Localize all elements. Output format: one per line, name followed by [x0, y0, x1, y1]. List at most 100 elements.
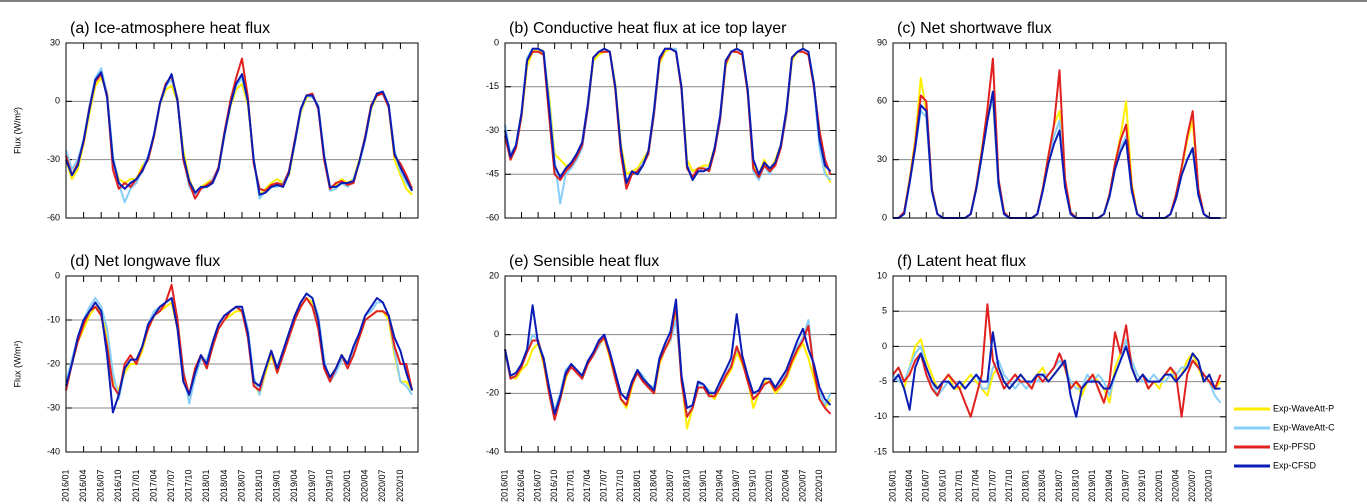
- plot-frame: [892, 42, 1227, 219]
- x-tick-label: 2020/01: [342, 469, 352, 502]
- y-tick-label: 0: [882, 341, 887, 351]
- x-tick-label: 2017/07: [599, 469, 609, 502]
- chart-title: (e) Sensible heat flux: [509, 253, 659, 270]
- x-tick-label: 2020/01: [1154, 469, 1164, 502]
- y-tick-label: -20: [486, 388, 499, 398]
- series-line: [504, 47, 832, 205]
- x-tick-label: 2017/04: [582, 469, 592, 502]
- x-tick-label: 2018/04: [219, 469, 229, 502]
- x-tick-label: 2018/07: [665, 469, 675, 502]
- y-tick-label: -20: [47, 358, 60, 368]
- y-tick-label: -10: [47, 314, 60, 324]
- y-axis-label: Flux (W/m²): [12, 107, 22, 154]
- x-tick-label: 2019/07: [307, 469, 317, 502]
- x-tick-label: 2017/01: [566, 469, 576, 502]
- plot-frame: [892, 275, 1227, 453]
- x-tick-label: 2019/10: [748, 469, 758, 502]
- x-tick-label: 2020/10: [1204, 469, 1214, 502]
- y-tick-label: -30: [47, 154, 60, 164]
- plot-frame: [504, 42, 837, 219]
- y-tick-label: 0: [882, 212, 887, 222]
- y-tick-label: 30: [50, 37, 60, 47]
- x-tick-label: 2020/07: [377, 469, 387, 502]
- x-tick-label: 2016/04: [516, 469, 526, 502]
- chart-title: (c) Net shortwave flux: [897, 20, 1052, 37]
- series-line: [504, 304, 832, 421]
- chart-title: (a) Ice-atmosphere heat flux: [70, 20, 270, 37]
- series-line: [893, 90, 1221, 219]
- x-tick-label: 2019/01: [698, 469, 708, 502]
- plot-frame: [504, 275, 837, 453]
- y-tick-label: -30: [47, 402, 60, 412]
- series-line: [892, 331, 1221, 418]
- series-line: [65, 297, 413, 401]
- chart-title: (b) Conductive heat flux at ice top laye…: [509, 20, 787, 37]
- x-tick-label: 2016/07: [532, 469, 542, 502]
- x-tick-label: 2019/07: [731, 469, 741, 502]
- x-tick-label: 2018/04: [1037, 469, 1047, 502]
- y-tick-label: 0: [55, 270, 60, 280]
- y-tick-label: 0: [494, 329, 499, 339]
- y-tick-label: -45: [486, 169, 499, 179]
- x-tick-label: 2016/01: [499, 469, 509, 502]
- x-tick-label: 2017/07: [987, 469, 997, 502]
- series-line: [504, 47, 832, 184]
- x-tick-label: 2018/01: [201, 469, 211, 502]
- x-tick-label: 2016/01: [60, 469, 70, 502]
- x-tick-label: 2020/04: [360, 469, 370, 502]
- y-axis-label: Flux (W/m²): [12, 341, 22, 388]
- series-line: [65, 71, 413, 196]
- series-line: [504, 298, 832, 415]
- x-tick-label: 2018/10: [1071, 469, 1081, 502]
- x-tick-label: 2020/04: [781, 469, 791, 502]
- y-tick-label: -5: [879, 376, 887, 386]
- x-tick-label: 2016/10: [549, 469, 559, 502]
- x-tick-label: 2020/07: [1187, 469, 1197, 502]
- series-line: [65, 283, 414, 396]
- y-tick-label: 0: [55, 96, 60, 106]
- x-tick-label: 2019/04: [715, 469, 725, 502]
- x-tick-label: 2019/10: [324, 469, 334, 502]
- x-tick-label: 2019/07: [1120, 469, 1130, 502]
- x-tick-label: 2016/01: [887, 469, 897, 502]
- y-tick-label: 5: [882, 306, 887, 316]
- x-tick-label: 2017/07: [166, 469, 176, 502]
- y-tick-label: -30: [486, 125, 499, 135]
- x-tick-label: 2018/07: [236, 469, 246, 502]
- x-tick-label: 2019/01: [272, 469, 282, 502]
- x-tick-label: 2020/04: [1170, 469, 1180, 502]
- y-tick-label: -15: [874, 446, 887, 456]
- y-tick-label: 60: [877, 96, 887, 106]
- x-tick-label: 2018/10: [254, 469, 264, 502]
- legend-label: Exp-WaveAtt-C: [1273, 422, 1335, 432]
- x-tick-label: 2016/07: [96, 469, 106, 502]
- x-tick-label: 2017/10: [1004, 469, 1014, 502]
- x-tick-label: 2017/01: [131, 469, 141, 502]
- plot-frame: [65, 42, 419, 219]
- series-line: [504, 47, 832, 190]
- x-tick-label: 2020/10: [395, 469, 405, 502]
- series-line: [892, 338, 1222, 404]
- y-tick-label: -10: [874, 411, 887, 421]
- x-tick-label: 2017/04: [148, 469, 158, 502]
- x-tick-label: 2018/10: [681, 469, 691, 502]
- x-tick-label: 2016/04: [904, 469, 914, 502]
- x-tick-label: 2016/10: [937, 469, 947, 502]
- chart-title: (f) Latent heat flux: [897, 253, 1026, 270]
- series-line: [65, 292, 414, 414]
- x-tick-label: 2019/01: [1087, 469, 1097, 502]
- x-tick-label: 2020/07: [797, 469, 807, 502]
- x-tick-label: 2017/10: [184, 469, 194, 502]
- series-line: [892, 303, 1222, 418]
- x-tick-label: 2018/07: [1054, 469, 1064, 502]
- x-tick-label: 2016/07: [921, 469, 931, 502]
- y-tick-label: -40: [486, 446, 499, 456]
- x-tick-label: 2017/01: [954, 469, 964, 502]
- y-tick-label: -60: [47, 212, 60, 222]
- x-tick-label: 2017/10: [615, 469, 625, 502]
- x-tick-label: 2020/01: [764, 469, 774, 502]
- x-tick-label: 2016/04: [78, 469, 88, 502]
- y-tick-label: 10: [877, 270, 887, 280]
- y-tick-label: -15: [486, 81, 499, 91]
